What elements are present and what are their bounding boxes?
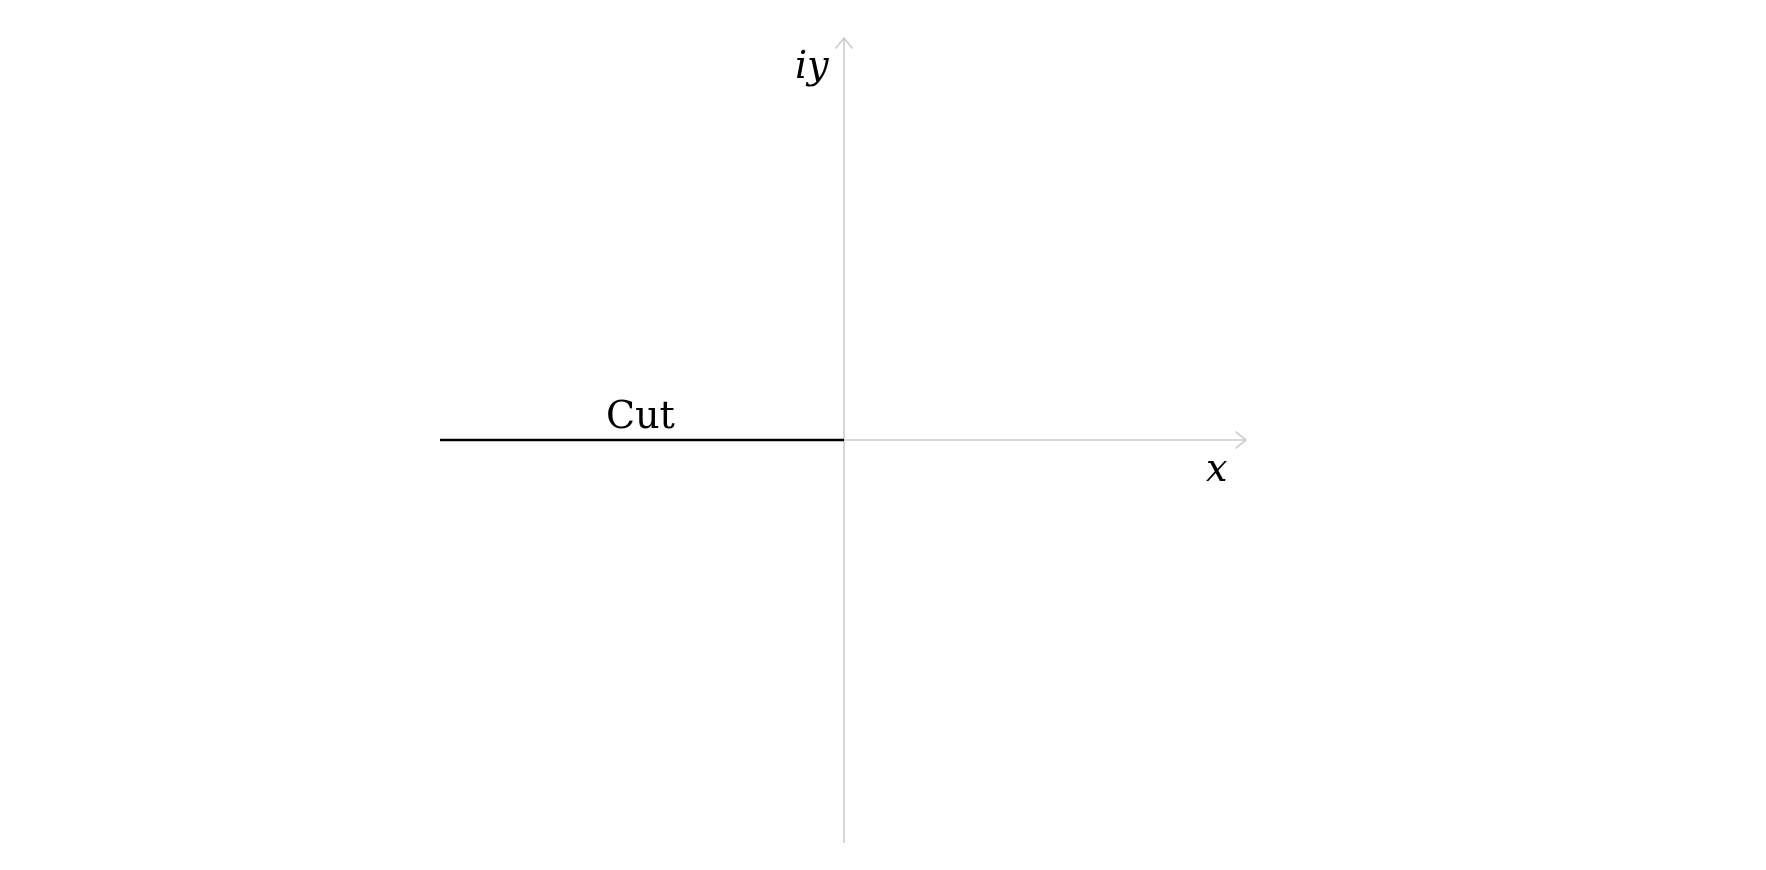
- real-axis-arrowhead-icon: [1235, 431, 1247, 449]
- real-axis-label: x: [1206, 446, 1227, 490]
- imaginary-axis-label: iy: [795, 43, 829, 87]
- branch-cut-label: Cut: [606, 393, 675, 437]
- imaginary-axis-arrowhead-icon: [835, 37, 853, 49]
